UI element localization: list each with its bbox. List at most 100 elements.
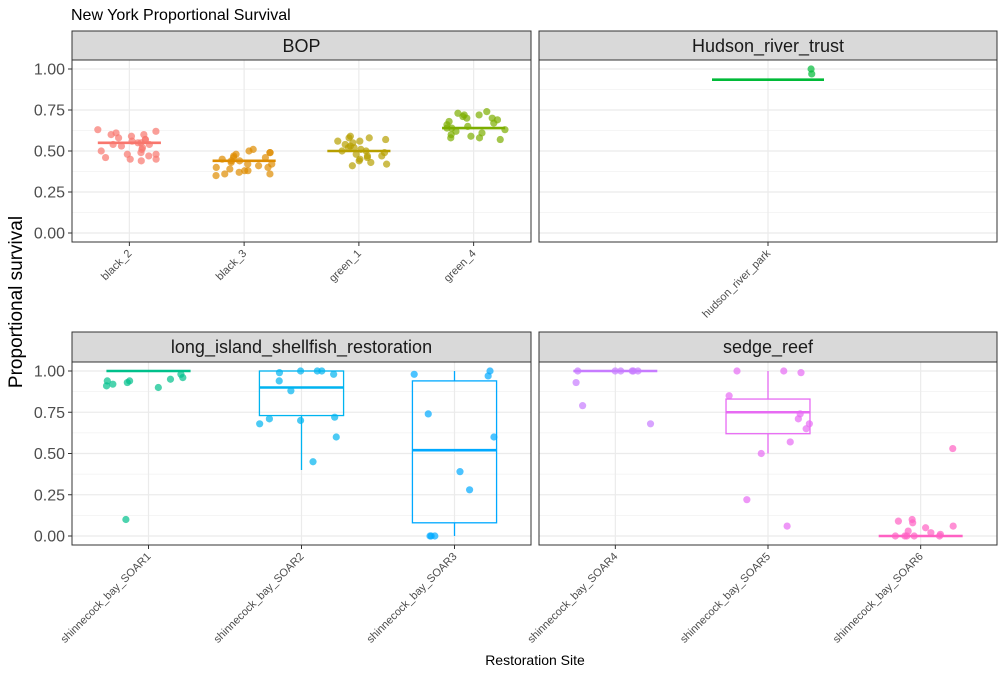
data-point [334, 137, 342, 145]
x-tick-label: black_3 [214, 248, 249, 283]
facet-strip-label: sedge_reef [723, 337, 814, 358]
y-tick-label: 1.00 [34, 62, 65, 79]
data-point [145, 140, 153, 149]
data-point [496, 135, 504, 144]
data-point [331, 413, 339, 421]
data-point [296, 416, 305, 425]
data-point [757, 449, 765, 458]
facet-panels: BOP black_2 black_3 green_1 green_4 0.00 0.25 0… [34, 30, 998, 646]
data-point [264, 163, 272, 171]
y-tick-label: 0.50 [34, 144, 65, 161]
data-point [463, 114, 471, 122]
y-tick-label: 1.00 [34, 364, 65, 381]
data-point [935, 532, 944, 540]
data-point [646, 420, 655, 428]
data-point [266, 149, 274, 157]
data-point [123, 378, 131, 387]
facet-strip [538, 30, 998, 61]
data-point [927, 529, 935, 537]
data-point [152, 155, 160, 163]
data-point [743, 496, 751, 504]
data-point [424, 410, 432, 418]
data-point [297, 367, 305, 375]
data-point [780, 367, 788, 375]
data-point [122, 515, 130, 524]
x-tick-label: shinnecock_bay_SOAR4 [525, 551, 620, 646]
y-axis-title: Proportional survival [6, 216, 27, 388]
data-point [345, 134, 353, 142]
data-point [109, 380, 117, 388]
x-tick-label: green_1 [327, 248, 364, 285]
data-point [467, 132, 475, 140]
data-point [802, 425, 810, 433]
data-point [383, 160, 391, 168]
data-point [117, 142, 126, 150]
data-point [475, 111, 483, 119]
data-point [221, 170, 229, 178]
data-point [949, 522, 957, 530]
data-point [212, 172, 220, 180]
y-tick-label: 0.00 [34, 529, 65, 546]
data-point [97, 147, 105, 155]
facet-strip-label: BOP [282, 36, 320, 56]
panel-border [538, 59, 998, 243]
data-point [126, 155, 134, 163]
data-point [152, 127, 160, 135]
data-point [426, 532, 434, 540]
data-point [443, 124, 451, 132]
data-point [572, 378, 580, 387]
data-point [367, 158, 375, 167]
panel-bop: BOP black_2 black_3 green_1 green_4 0.00 0.25 0… [34, 30, 532, 285]
data-point [166, 375, 175, 383]
data-point [102, 382, 111, 390]
y-tick-label: 0.75 [34, 103, 65, 120]
data-point [891, 532, 899, 540]
data-point [109, 140, 117, 149]
data-point [212, 163, 220, 171]
data-point [338, 147, 346, 155]
data-point [464, 122, 472, 130]
data-point [490, 433, 498, 441]
data-point [949, 444, 957, 453]
data-point [617, 367, 625, 375]
data-point [344, 144, 352, 152]
data-point [107, 131, 115, 139]
data-point [783, 522, 791, 530]
data-point [501, 126, 509, 134]
data-point [574, 367, 582, 375]
facet-strip-label: Hudson_river_trust [692, 36, 844, 57]
x-tick-label: shinnecock_bay_SOAR5 [678, 551, 773, 646]
data-point [218, 155, 226, 163]
data-point [611, 367, 619, 375]
panel-long-island-shellfish-restoration: long_island_shellfish_restorationshinnec… [34, 331, 532, 646]
data-point [465, 486, 474, 494]
x-axis-title: Restoration Site [485, 652, 585, 668]
data-point [332, 433, 340, 441]
data-point [629, 367, 637, 375]
data-point [101, 153, 110, 162]
panel-hudson-river-trust: Hudson_river_trust hudson_river_park [538, 30, 998, 321]
y-tick-label: 0.25 [34, 487, 65, 504]
facet-strip [71, 30, 532, 61]
data-point [226, 165, 234, 173]
data-point [254, 162, 263, 170]
x-tick-label: shinnecock_bay_SOAR1 [59, 551, 154, 646]
data-point [261, 153, 270, 162]
data-point [266, 170, 274, 178]
data-point [909, 519, 917, 527]
data-point [483, 108, 491, 116]
data-point [475, 134, 484, 142]
data-point [447, 134, 455, 142]
data-point [235, 168, 243, 176]
data-point [733, 367, 741, 375]
y-tick-label: 0.25 [34, 185, 65, 202]
data-point [725, 392, 733, 400]
data-point [287, 387, 295, 395]
site-green-1: green_1 [327, 60, 391, 285]
data-point [241, 167, 249, 175]
data-point [808, 70, 816, 78]
y-tick-label: 0.75 [34, 405, 65, 422]
data-point [179, 374, 187, 382]
data-point [922, 524, 930, 532]
data-point [128, 137, 136, 145]
